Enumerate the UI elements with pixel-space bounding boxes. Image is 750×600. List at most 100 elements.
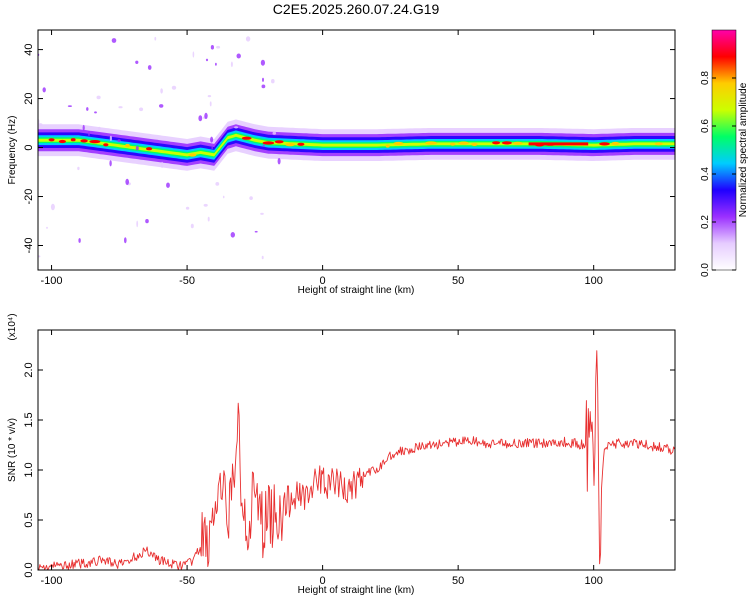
speckle: [135, 146, 139, 151]
hot-spot: [471, 142, 478, 146]
snr-frame: [37, 329, 676, 571]
colorbar-ticks: 0.0 0.2 0.4 0.6 0.8: [700, 71, 736, 277]
speckle: [98, 126, 101, 130]
hot-spot: [262, 141, 275, 145]
speckle: [211, 146, 213, 150]
hot-spot: [492, 141, 501, 145]
speckle: [261, 255, 264, 260]
hot-spot: [146, 147, 153, 151]
speckle: [254, 230, 258, 233]
x-tick-label: 100: [585, 575, 603, 587]
x-tick-label: 0: [320, 275, 326, 287]
colorbar-tick-label: 0.4: [700, 167, 711, 181]
speckle: [135, 60, 139, 64]
speckle: [88, 130, 90, 137]
colorbar-frame: [711, 29, 737, 271]
hot-spot: [513, 141, 523, 145]
hot-spot: [501, 141, 512, 145]
hot-spot: [80, 139, 88, 143]
speckle: [160, 88, 163, 94]
hot-spot: [285, 143, 295, 147]
speckle: [147, 65, 152, 70]
hot-spot: [58, 139, 66, 144]
speckle: [207, 95, 212, 98]
speckle: [109, 135, 112, 141]
colorbar-tick-label: 0.2: [700, 215, 711, 229]
hot-spot: [241, 136, 252, 140]
speckle: [117, 139, 121, 143]
x-tick-label: 50: [452, 275, 464, 287]
speckle: [154, 36, 157, 41]
speckle: [86, 107, 89, 111]
hot-spot: [274, 140, 284, 144]
hot-spot: [103, 143, 109, 147]
x-tick-label: -100: [41, 275, 63, 287]
speckle: [46, 226, 48, 229]
colorbar-tick-label: 0.8: [700, 71, 711, 85]
speckle: [260, 59, 265, 66]
speckle: [42, 87, 46, 93]
spectrogram-frame: [37, 29, 676, 271]
x-tick-label: -50: [179, 275, 195, 287]
snr-series-line: [38, 350, 675, 570]
speckle: [209, 101, 212, 107]
y-tick-label: 1.0: [23, 462, 35, 477]
snr-y-ticks: 0.0 0.5 1.0 1.5 2.0: [23, 362, 675, 578]
hot-spot: [48, 138, 55, 142]
snr-x-ticks: -100 -50 0 50 100: [41, 330, 603, 587]
speckle: [230, 232, 235, 238]
speckle: [245, 36, 251, 42]
speckle: [204, 112, 208, 119]
speckle: [222, 195, 225, 199]
snr-plot: [38, 350, 675, 570]
colorbar: 0.0 0.2 0.4 0.6 0.8 Normalized spectral ampl…: [700, 29, 749, 277]
speckle: [234, 126, 239, 129]
speckle: [272, 131, 277, 135]
snr-panel: -100 -50 0 50 100 0.0 0.5 1.0 1.5 2.0 Height of …: [7, 313, 676, 596]
hot-spot: [450, 142, 456, 146]
hot-spot: [458, 141, 469, 145]
speckle: [203, 203, 208, 207]
speckle: [139, 107, 144, 112]
hot-spot: [89, 140, 101, 144]
spectrogram-x-ticks: -100 -50 0 50 100: [41, 30, 603, 287]
speckle: [171, 85, 177, 90]
speckle: [249, 196, 253, 201]
speckle: [216, 45, 221, 49]
speckle: [145, 219, 149, 224]
speckle: [207, 216, 210, 222]
spectrogram-y-label: Frequency (Hz): [7, 116, 18, 185]
speckle: [77, 166, 80, 171]
x-tick-label: 0: [320, 575, 326, 587]
spectrogram-y-ticks: -40 -20 0 20 40: [23, 43, 675, 253]
hot-spot: [297, 142, 305, 146]
y-tick-label: -20: [23, 189, 35, 205]
speckle: [215, 62, 217, 66]
speckle: [159, 104, 164, 108]
speckle: [262, 144, 265, 147]
spectrogram-panel: -100 -50 0 50 100 -40 -20 0 20 40 Height of stra…: [7, 29, 676, 296]
hot-spot: [393, 141, 404, 146]
x-tick-label: 50: [452, 575, 464, 587]
colorbar-tick-label: 0.0: [700, 263, 711, 277]
speckle: [124, 237, 127, 244]
speckle: [260, 212, 264, 215]
x-tick-label: -50: [179, 575, 195, 587]
hot-spot: [654, 142, 663, 146]
hot-spot: [385, 144, 390, 148]
speckle: [190, 223, 194, 229]
snr-plot-area: [38, 330, 675, 570]
speckle: [67, 105, 72, 107]
speckle: [277, 158, 281, 165]
snr-x-label: Height of straight line (km): [298, 585, 415, 596]
y-tick-label: -40: [23, 238, 35, 254]
y-tick-label: 2.0: [23, 362, 35, 377]
hot-segment: [528, 142, 589, 146]
speckle: [50, 203, 55, 211]
speckle: [161, 161, 164, 168]
band-layer-yellow: [38, 133, 675, 157]
speckle: [38, 123, 43, 126]
y-tick-label: 20: [23, 92, 35, 104]
speckle: [210, 136, 214, 143]
